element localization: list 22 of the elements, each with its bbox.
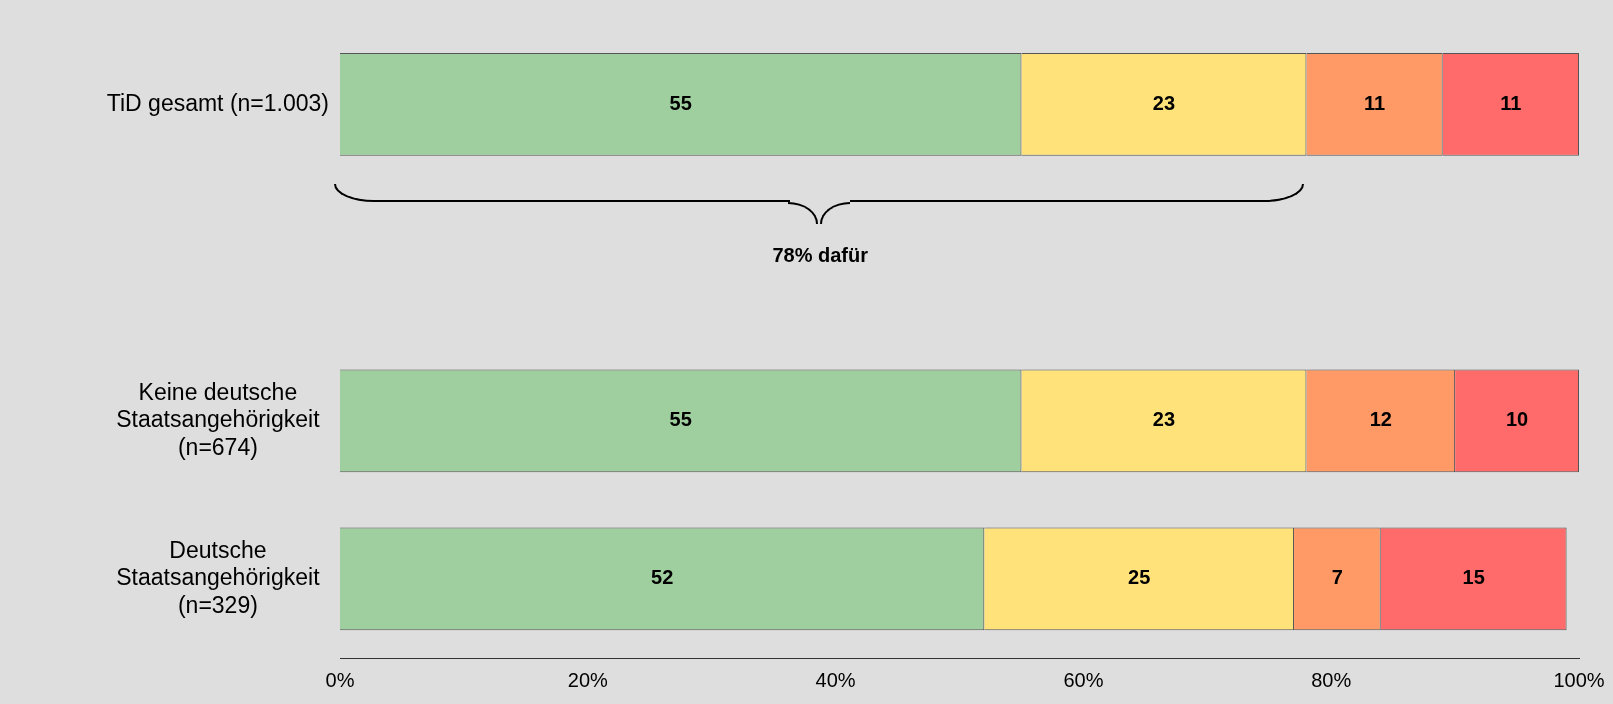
y-tick-label: Keine deutsche Staatsangehörigkeit (n=674) <box>116 378 321 460</box>
y-tick-label: Deutsche Staatsangehörigkeit (n=329) <box>116 536 321 618</box>
data-label: 12 <box>1369 408 1392 431</box>
x-tick-label: 40% <box>815 668 856 691</box>
annotation: 78% dafür <box>772 243 868 267</box>
data-label: 7 <box>1331 566 1343 589</box>
data-label: 55 <box>669 91 692 114</box>
x-tick-label: 20% <box>567 668 609 691</box>
data-label: 11 <box>1363 91 1386 114</box>
x-tick-label: 60% <box>1063 668 1104 691</box>
x-tick-label: 100% <box>1553 668 1605 691</box>
y-tick-label: TiD gesamt (n=1.003) <box>106 89 329 116</box>
data-label: 11 <box>1500 91 1522 114</box>
data-label: 52 <box>651 566 674 589</box>
data-label: 23 <box>1152 91 1176 114</box>
data-label: 15 <box>1462 566 1485 589</box>
x-tick-label: 0% <box>325 668 355 691</box>
x-tick-label: 80% <box>1311 668 1352 691</box>
data-label: 55 <box>669 408 692 431</box>
data-label: 25 <box>1128 566 1151 589</box>
data-label: 10 <box>1505 408 1529 431</box>
data-label: 23 <box>1152 408 1176 431</box>
